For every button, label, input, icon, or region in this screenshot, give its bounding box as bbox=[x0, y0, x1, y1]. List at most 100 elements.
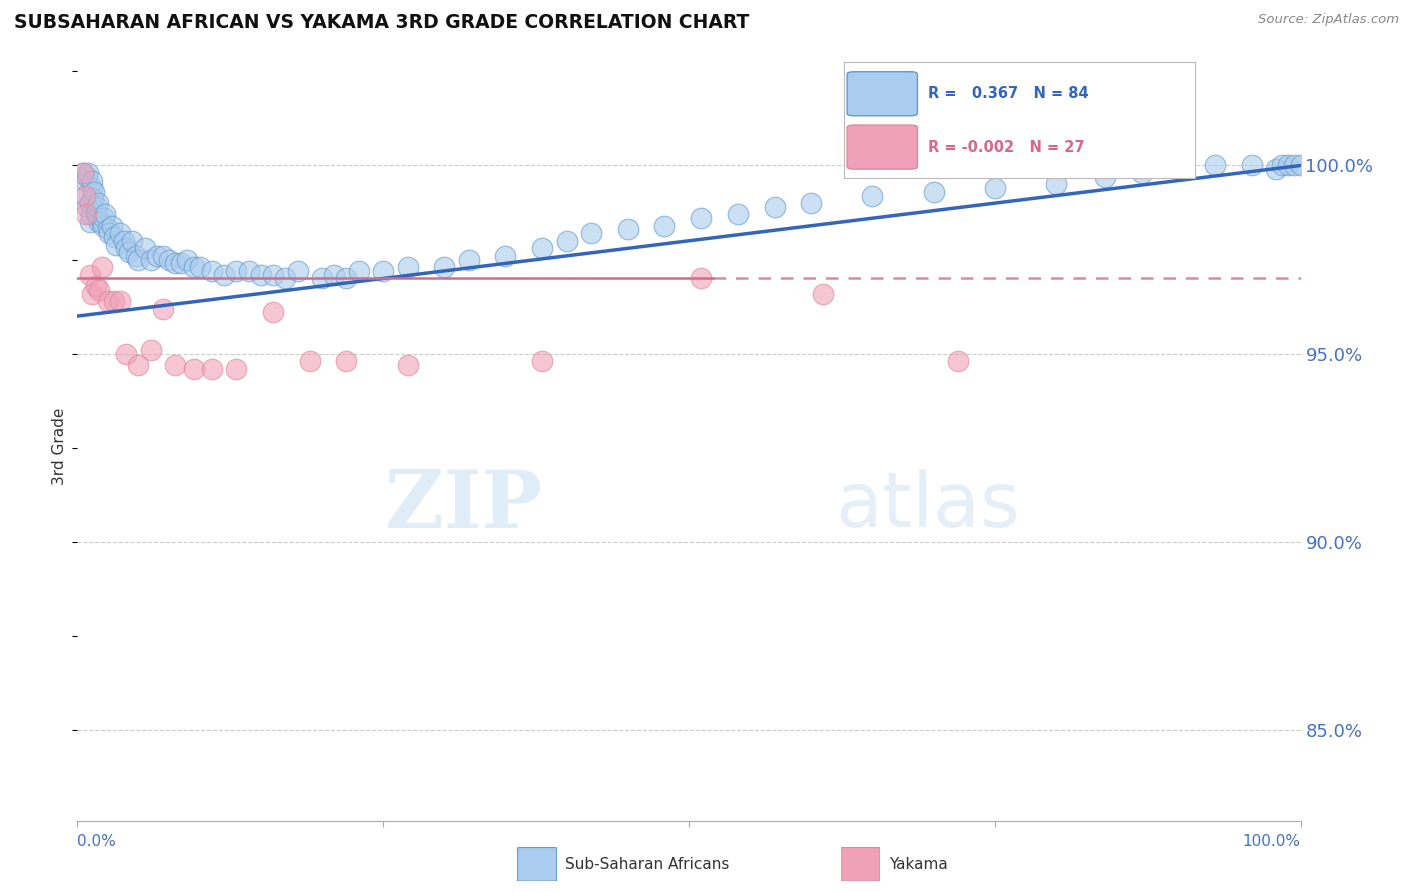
Point bbox=[396, 358, 419, 372]
Point bbox=[813, 286, 835, 301]
Point bbox=[73, 188, 96, 202]
Point bbox=[579, 227, 602, 241]
Point bbox=[90, 260, 112, 274]
Point bbox=[83, 185, 105, 199]
Point bbox=[139, 343, 162, 357]
Point bbox=[531, 241, 554, 255]
Point bbox=[82, 193, 104, 207]
Text: Yakama: Yakama bbox=[889, 857, 948, 871]
Point bbox=[274, 271, 297, 285]
Point bbox=[1204, 159, 1226, 173]
Point bbox=[90, 215, 112, 229]
Point bbox=[103, 293, 125, 308]
FancyBboxPatch shape bbox=[841, 847, 880, 881]
Point bbox=[1284, 159, 1306, 173]
Point bbox=[76, 169, 98, 184]
Point bbox=[152, 301, 174, 316]
Text: 100.0%: 100.0% bbox=[1243, 834, 1301, 849]
Point bbox=[128, 252, 150, 267]
Point bbox=[170, 256, 193, 270]
Text: SUBSAHARAN AFRICAN VS YAKAMA 3RD GRADE CORRELATION CHART: SUBSAHARAN AFRICAN VS YAKAMA 3RD GRADE C… bbox=[14, 13, 749, 32]
Point bbox=[1271, 159, 1294, 173]
Point bbox=[1240, 159, 1263, 173]
Point bbox=[298, 354, 321, 368]
Text: R = -0.002   N = 27: R = -0.002 N = 27 bbox=[928, 139, 1084, 154]
Point bbox=[157, 252, 180, 267]
Point bbox=[212, 268, 235, 282]
FancyBboxPatch shape bbox=[846, 125, 917, 169]
Point bbox=[108, 293, 131, 308]
Point bbox=[86, 200, 108, 214]
Point bbox=[457, 252, 479, 267]
Point bbox=[115, 241, 138, 255]
Point bbox=[108, 227, 131, 241]
Point bbox=[862, 188, 884, 202]
Point bbox=[97, 222, 120, 236]
Point bbox=[183, 361, 205, 376]
Point bbox=[79, 215, 101, 229]
Text: ZIP: ZIP bbox=[385, 467, 543, 545]
Point bbox=[80, 181, 103, 195]
Point bbox=[115, 347, 138, 361]
Point bbox=[323, 268, 346, 282]
Point bbox=[75, 207, 97, 221]
Text: Sub-Saharan Africans: Sub-Saharan Africans bbox=[565, 857, 730, 871]
Text: atlas: atlas bbox=[835, 469, 1021, 543]
Text: R =   0.367   N = 84: R = 0.367 N = 84 bbox=[928, 87, 1088, 102]
Point bbox=[1265, 162, 1288, 177]
Point bbox=[121, 234, 143, 248]
Point bbox=[1130, 166, 1153, 180]
Point bbox=[763, 200, 786, 214]
Point bbox=[118, 245, 141, 260]
Point bbox=[72, 166, 94, 180]
Point bbox=[922, 185, 945, 199]
Point bbox=[103, 230, 125, 244]
Point bbox=[183, 260, 205, 274]
Point bbox=[79, 268, 101, 282]
Point bbox=[112, 234, 135, 248]
Point bbox=[433, 260, 456, 274]
Text: Source: ZipAtlas.com: Source: ZipAtlas.com bbox=[1258, 13, 1399, 27]
Point bbox=[79, 196, 101, 211]
Point bbox=[80, 286, 103, 301]
Point bbox=[139, 252, 162, 267]
Point bbox=[201, 264, 224, 278]
Point bbox=[152, 249, 174, 263]
Point bbox=[84, 207, 107, 221]
Point bbox=[91, 219, 114, 233]
FancyBboxPatch shape bbox=[846, 71, 917, 116]
Point bbox=[87, 196, 110, 211]
Point bbox=[690, 271, 713, 285]
Point bbox=[287, 264, 309, 278]
Point bbox=[105, 237, 128, 252]
Point bbox=[1277, 159, 1299, 173]
Point bbox=[73, 188, 96, 202]
Point bbox=[690, 211, 713, 226]
Point bbox=[531, 354, 554, 368]
Point bbox=[335, 271, 357, 285]
Point bbox=[93, 211, 115, 226]
Point bbox=[335, 354, 357, 368]
Point bbox=[262, 305, 284, 319]
Point bbox=[165, 256, 187, 270]
Point bbox=[727, 207, 749, 221]
Point bbox=[946, 354, 969, 368]
Point bbox=[617, 222, 640, 236]
Point bbox=[134, 241, 156, 255]
Point bbox=[1167, 162, 1189, 177]
Point bbox=[225, 264, 247, 278]
Y-axis label: 3rd Grade: 3rd Grade bbox=[52, 408, 67, 484]
Point bbox=[311, 271, 333, 285]
Point bbox=[347, 264, 370, 278]
Point bbox=[84, 279, 107, 293]
Point bbox=[262, 268, 284, 282]
Point bbox=[1289, 159, 1312, 173]
FancyBboxPatch shape bbox=[517, 847, 557, 881]
Point bbox=[984, 181, 1007, 195]
Point bbox=[800, 196, 823, 211]
Point bbox=[84, 203, 107, 218]
Point bbox=[1045, 178, 1067, 192]
Point bbox=[100, 219, 122, 233]
Point bbox=[75, 173, 97, 187]
Point bbox=[654, 219, 676, 233]
